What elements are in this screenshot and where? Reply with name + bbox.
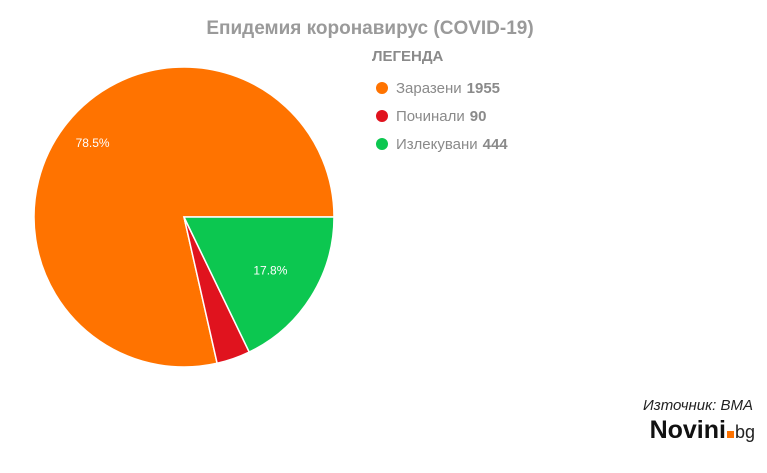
- legend-value: 90: [469, 107, 487, 125]
- logo-name: Novini: [649, 416, 726, 444]
- legend-label: Заразени: [396, 79, 462, 97]
- legend-swatch: [376, 82, 388, 94]
- source-note: Източник: ВМА: [643, 397, 753, 414]
- legend-swatch: [376, 138, 388, 150]
- pie-slice-recovered[interactable]: [182, 216, 335, 354]
- logo-dot-icon: [726, 431, 734, 438]
- legend-value: 444: [482, 135, 508, 153]
- slice-percent-label: 78.5%: [76, 136, 110, 150]
- legend: ЛЕГЕНДА Заразени 1955 Починали 90 Излеку…: [372, 48, 508, 158]
- novini-logo[interactable]: Novini bg: [650, 416, 755, 445]
- legend-value: 1955: [466, 79, 501, 97]
- logo-tld: bg: [734, 422, 755, 442]
- legend-item-recovered[interactable]: Излекувани 444: [372, 130, 508, 158]
- legend-item-deceased[interactable]: Починали 90: [372, 102, 508, 130]
- legend-swatch: [376, 110, 388, 122]
- slice-percent-label: 17.8%: [253, 263, 287, 277]
- chart-title: Епидемия коронавирус (COVID-19): [206, 18, 534, 39]
- legend-label: Излекувани: [396, 135, 478, 153]
- legend-label: Починали: [396, 107, 465, 125]
- legend-title: ЛЕГЕНДА: [372, 48, 444, 65]
- legend-item-infected[interactable]: Заразени 1955: [372, 74, 508, 102]
